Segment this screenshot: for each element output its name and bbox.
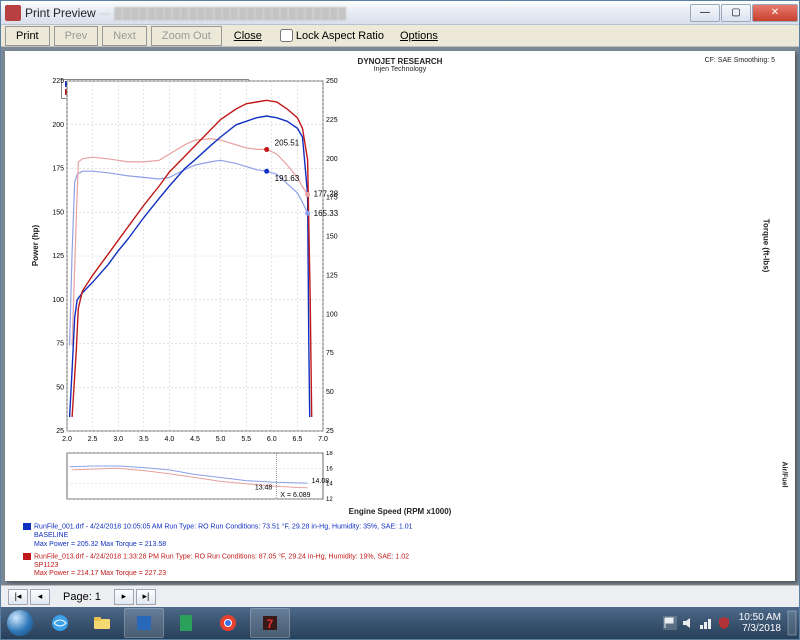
close-button[interactable]: Close — [226, 26, 270, 46]
svg-text:175: 175 — [52, 166, 64, 173]
footer-info: RunFile_001.drf - 4/24/2018 10:05:05 AM … — [23, 523, 413, 582]
app-icon — [5, 5, 21, 21]
svg-text:225: 225 — [326, 117, 338, 124]
svg-text:14.08: 14.08 — [312, 478, 330, 485]
svg-text:191.63: 191.63 — [275, 174, 300, 183]
svg-text:125: 125 — [326, 272, 338, 279]
lock-aspect-checkbox[interactable] — [280, 29, 293, 42]
statusbar: |◂ ◂ Page: 1 ▸ ▸| — [1, 585, 799, 607]
prev-page-button[interactable]: ◂ — [30, 589, 50, 605]
next-page-button[interactable]: ▸ — [114, 589, 134, 605]
svg-text:2.0: 2.0 — [62, 436, 72, 443]
svg-text:100: 100 — [326, 311, 338, 318]
svg-text:205.51: 205.51 — [275, 138, 300, 147]
svg-text:7: 7 — [267, 617, 274, 631]
svg-text:75: 75 — [56, 341, 64, 348]
tray-shield-icon[interactable] — [717, 616, 731, 630]
svg-text:100: 100 — [52, 297, 64, 304]
taskbar: 7 10:50 AM7/3/2018 — [1, 607, 799, 639]
svg-text:7.0: 7.0 — [318, 436, 328, 443]
svg-text:5.5: 5.5 — [241, 436, 251, 443]
svg-text:5.0: 5.0 — [216, 436, 226, 443]
svg-text:4.5: 4.5 — [190, 436, 200, 443]
svg-text:18: 18 — [326, 451, 333, 457]
taskbar-explorer-icon[interactable] — [82, 608, 122, 638]
svg-text:200: 200 — [52, 122, 64, 129]
y-axis-right-label: Torque (ft-lbs) — [762, 219, 771, 273]
svg-text:177.28: 177.28 — [314, 190, 339, 199]
svg-text:6.5: 6.5 — [293, 436, 303, 443]
tray-flag-icon[interactable] — [663, 616, 677, 630]
options-button[interactable]: Options — [392, 26, 446, 46]
af-chart: 1214161813.4814.08X = 6.089 — [45, 451, 345, 501]
main-chart: 2.02.53.03.54.04.55.05.56.06.57.02550751… — [45, 75, 345, 445]
prev-button[interactable]: Prev — [54, 26, 99, 46]
svg-text:4.0: 4.0 — [165, 436, 175, 443]
start-button[interactable] — [1, 607, 39, 639]
first-page-button[interactable]: |◂ — [8, 589, 28, 605]
last-page-button[interactable]: ▸| — [136, 589, 156, 605]
taskbar-chrome-icon[interactable] — [208, 608, 248, 638]
y-axis-left-label: Power (hp) — [31, 225, 40, 266]
tray-volume-icon[interactable] — [681, 616, 695, 630]
af-axis-label: Air/Fuel — [780, 461, 787, 487]
svg-text:2.5: 2.5 — [88, 436, 98, 443]
svg-text:12: 12 — [326, 497, 333, 501]
tray-network-icon[interactable] — [699, 616, 713, 630]
taskbar-sheets-icon[interactable] — [166, 608, 206, 638]
svg-text:25: 25 — [326, 428, 334, 435]
svg-text:165.33: 165.33 — [314, 209, 339, 218]
taskbar-app1-icon[interactable] — [124, 608, 164, 638]
chart-header-right: CF: SAE Smoothing: 5 — [705, 57, 775, 64]
chart-title: DYNOJET RESEARCH — [19, 57, 781, 66]
chart-subtitle: Injen Technology — [19, 66, 781, 73]
minimize-button[interactable]: — — [690, 4, 720, 22]
svg-text:50: 50 — [326, 389, 334, 396]
taskbar-app2-icon[interactable]: 7 — [250, 608, 290, 638]
window-title: Print Preview — ████████████████████████… — [25, 6, 690, 20]
svg-text:250: 250 — [326, 78, 338, 85]
system-clock[interactable]: 10:50 AM7/3/2018 — [733, 612, 787, 634]
window-close-button[interactable]: ✕ — [752, 4, 798, 22]
toolbar: Print Prev Next Zoom Out Close Lock Aspe… — [1, 25, 799, 47]
svg-text:X = 6.089: X = 6.089 — [280, 492, 310, 499]
svg-text:225: 225 — [52, 78, 64, 85]
svg-text:150: 150 — [52, 209, 64, 216]
svg-text:125: 125 — [52, 253, 64, 260]
svg-text:3.0: 3.0 — [113, 436, 123, 443]
titlebar: Print Preview — ████████████████████████… — [1, 1, 799, 25]
next-button[interactable]: Next — [102, 26, 147, 46]
svg-text:50: 50 — [56, 384, 64, 391]
x-axis-label: Engine Speed (RPM x1000) — [5, 507, 795, 516]
preview-area: DYNOJET RESEARCH Injen Technology CF: SA… — [1, 47, 799, 585]
show-desktop-button[interactable] — [787, 610, 797, 636]
taskbar-ie-icon[interactable] — [40, 608, 80, 638]
svg-text:75: 75 — [326, 350, 334, 357]
maximize-button[interactable]: ▢ — [721, 4, 751, 22]
svg-text:25: 25 — [56, 428, 64, 435]
svg-text:3.5: 3.5 — [139, 436, 149, 443]
svg-text:150: 150 — [326, 234, 338, 241]
zoom-out-button[interactable]: Zoom Out — [151, 26, 222, 46]
page-label: Page: 1 — [51, 591, 113, 603]
print-button[interactable]: Print — [5, 26, 50, 46]
page: DYNOJET RESEARCH Injen Technology CF: SA… — [5, 51, 795, 581]
svg-text:16: 16 — [326, 466, 333, 472]
svg-text:13.48: 13.48 — [255, 485, 273, 492]
svg-text:200: 200 — [326, 156, 338, 163]
lock-aspect-label: Lock Aspect Ratio — [296, 30, 384, 42]
svg-text:6.0: 6.0 — [267, 436, 277, 443]
